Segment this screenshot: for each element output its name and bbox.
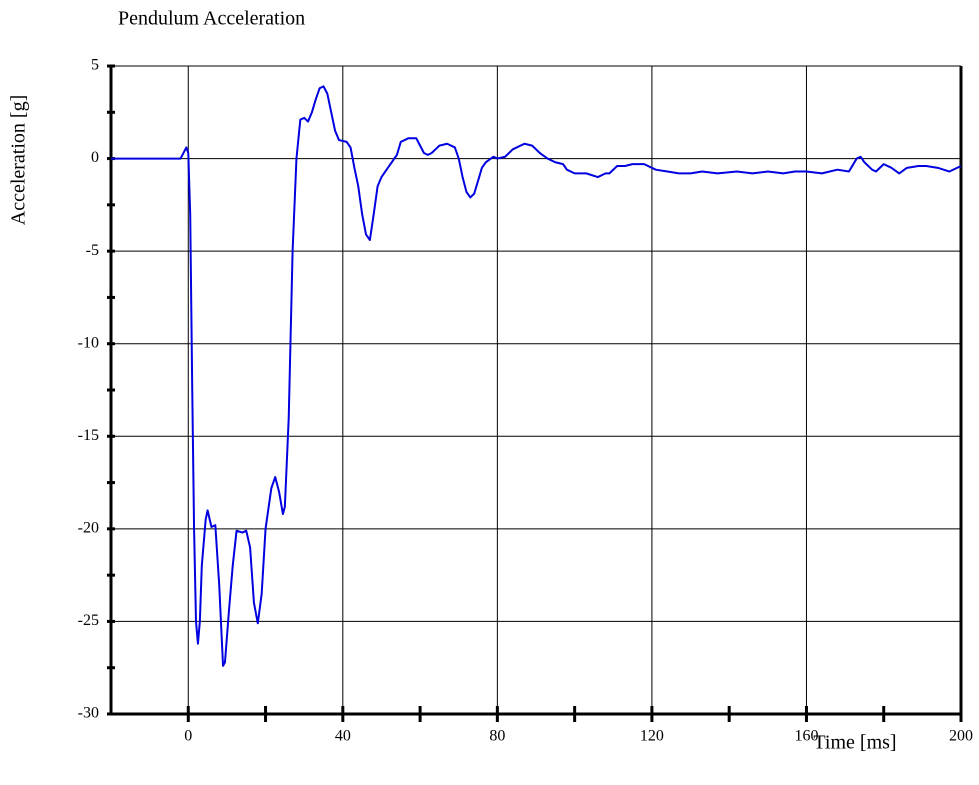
chart-title: Pendulum Acceleration — [118, 8, 305, 30]
x-tick-label: 120 — [640, 728, 664, 745]
y-tick-label: -20 — [78, 520, 99, 537]
x-tick-label: 0 — [184, 728, 192, 745]
data-line — [111, 85, 962, 667]
x-axis-title: Time [ms] — [813, 732, 896, 754]
y-tick-label: -10 — [78, 334, 99, 351]
x-tick-label: 200 — [949, 728, 973, 745]
x-tick-label: 80 — [489, 728, 505, 745]
x-tick-label: 160 — [794, 728, 818, 745]
y-tick-label: -30 — [78, 705, 99, 722]
y-axis-title: Acceleration [g] — [8, 95, 30, 225]
y-tick-label: 0 — [91, 149, 99, 166]
y-tick-label: -15 — [78, 427, 99, 444]
y-tick-label: 5 — [91, 57, 99, 74]
y-tick-label: -25 — [78, 612, 99, 629]
y-tick-label: -5 — [86, 242, 99, 259]
x-tick-label: 40 — [335, 728, 351, 745]
